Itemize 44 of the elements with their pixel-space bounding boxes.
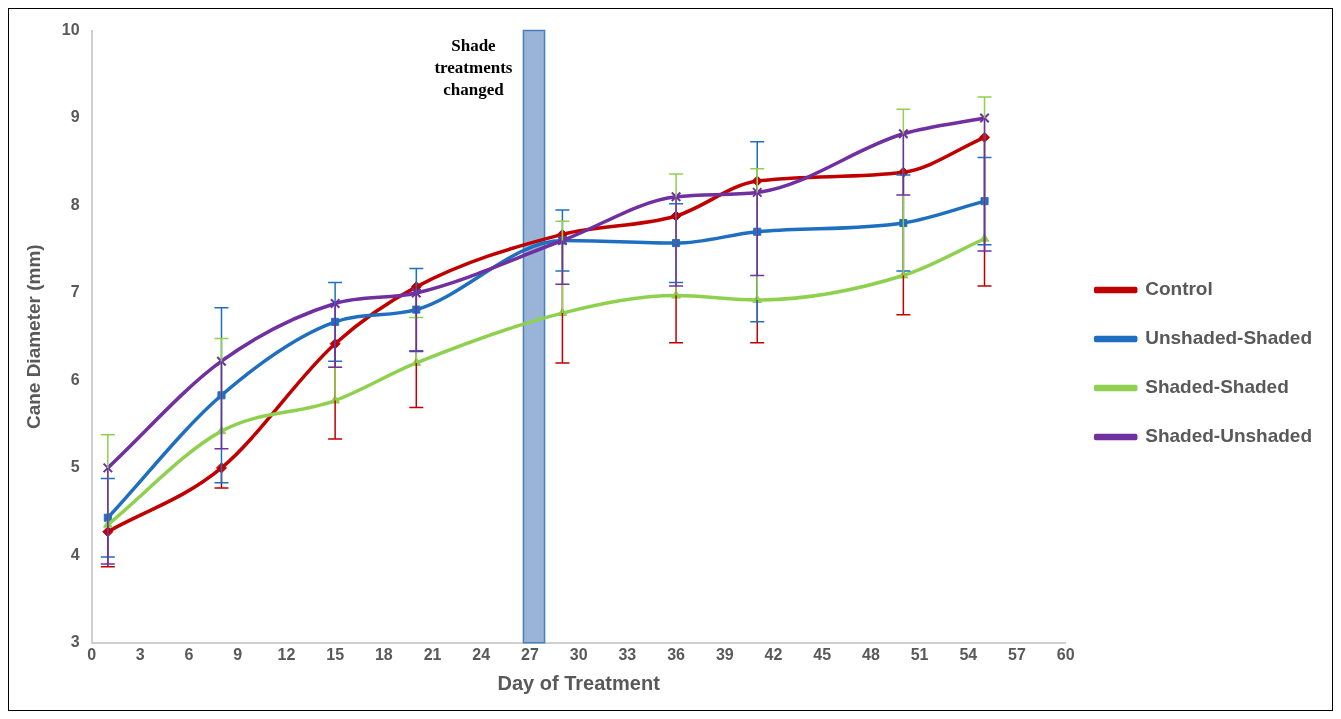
x-tick-label: 51	[910, 645, 929, 663]
x-tick-label: 60	[1056, 645, 1075, 663]
point	[102, 462, 114, 474]
legend-label: Shaded-Unshaded	[1145, 425, 1313, 447]
y-tick-label: 10	[61, 21, 80, 39]
x-tick-label: 12	[277, 645, 296, 663]
y-tick-label: 6	[70, 370, 80, 388]
x-tick-label: 6	[184, 645, 194, 663]
legend-label: Shaded-Shaded	[1145, 376, 1289, 398]
y-tick-label: 4	[70, 545, 80, 563]
y-tick-label: 9	[70, 108, 80, 126]
x-tick-label: 3	[135, 645, 145, 663]
point	[898, 128, 909, 140]
point	[670, 191, 682, 203]
point	[329, 298, 341, 309]
y-axis-title: Cane Diameter (mm)	[22, 244, 44, 430]
x-tick-label: 45	[813, 645, 832, 663]
y-tick-label: 5	[70, 458, 80, 476]
x-tick-label: 54	[959, 645, 978, 663]
x-tick-label: 24	[472, 645, 491, 663]
x-axis-title: Day of Treatment	[497, 671, 661, 694]
legend-label: Control	[1145, 278, 1213, 300]
x-tick-label: 30	[569, 645, 588, 663]
x-tick-label: 33	[618, 645, 637, 663]
y-tick-label: 3	[70, 633, 80, 651]
point	[411, 287, 422, 299]
x-tick-label: 42	[764, 645, 783, 663]
x-tick-label: 36	[667, 645, 686, 663]
y-tick-label: 7	[70, 283, 80, 301]
band-label: Shade treatments changed	[434, 36, 513, 100]
x-tick-label: 57	[1008, 645, 1026, 663]
x-tick-label: 27	[521, 645, 539, 663]
x-tick-label: 9	[233, 645, 243, 663]
legend-label: Unshaded-Shaded	[1145, 327, 1313, 349]
point	[979, 112, 990, 124]
y-tick-label: 8	[70, 195, 80, 213]
x-tick-label: 18	[374, 645, 393, 663]
x-tick-label: 15	[326, 645, 345, 663]
x-tick-label: 39	[715, 645, 734, 663]
point	[216, 355, 227, 367]
x-tick-label: 21	[423, 645, 442, 663]
x-tick-label: 48	[861, 645, 880, 663]
x-tick-label: 0	[87, 645, 97, 663]
point	[751, 187, 763, 198]
